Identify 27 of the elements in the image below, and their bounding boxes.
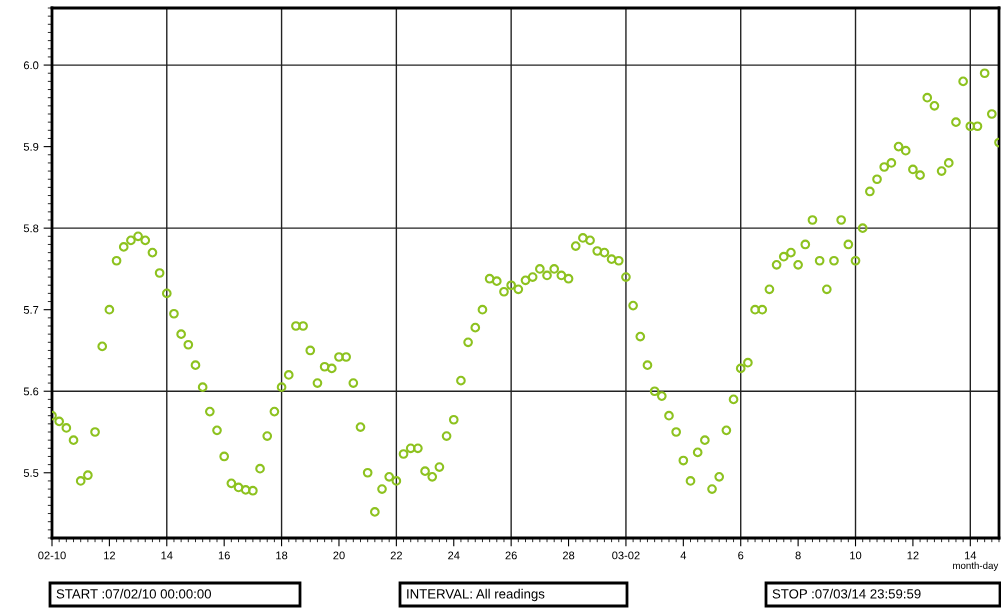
x-tick-label: 6 — [738, 551, 744, 560]
x-tick-label: 22 — [390, 551, 402, 560]
y-tick-label: 5.7 — [23, 306, 39, 314]
x-tick-label: 4 — [680, 551, 687, 560]
text: INTERVAL: All readings — [407, 588, 545, 602]
x-tick-label: 10 — [850, 551, 862, 560]
x-tick-label: 8 — [795, 551, 801, 560]
text: START :07/02/10 00:00:00 — [56, 588, 212, 599]
x-tick-label: 16 — [218, 551, 230, 560]
x-axis-title: month-day — [953, 561, 999, 571]
y-tick-label: 5.8 — [23, 224, 39, 233]
y-tick-label: 5.6 — [23, 387, 39, 396]
y-tick-label: 5.5 — [23, 469, 39, 477]
x-tick-label: 24 — [448, 551, 460, 560]
x-tick-label: 14 — [161, 551, 173, 560]
text: STOP :07/03/14 23:59:59 — [772, 588, 921, 599]
x-tick-label: 02-10 — [38, 551, 66, 560]
x-tick-label: 28 — [562, 551, 575, 560]
x-tick-label: 14 — [964, 551, 977, 560]
y-tick-label: 6.0 — [23, 61, 39, 70]
y-tick-label: 5.9 — [23, 142, 39, 151]
x-tick-label: 12 — [104, 551, 116, 560]
x-tick-label: 20 — [333, 551, 345, 560]
x-tick-label: 18 — [276, 551, 288, 560]
x-tick-label: 03-02 — [612, 551, 640, 560]
x-tick-label: 12 — [907, 551, 919, 560]
x-tick-label: 26 — [505, 551, 517, 560]
